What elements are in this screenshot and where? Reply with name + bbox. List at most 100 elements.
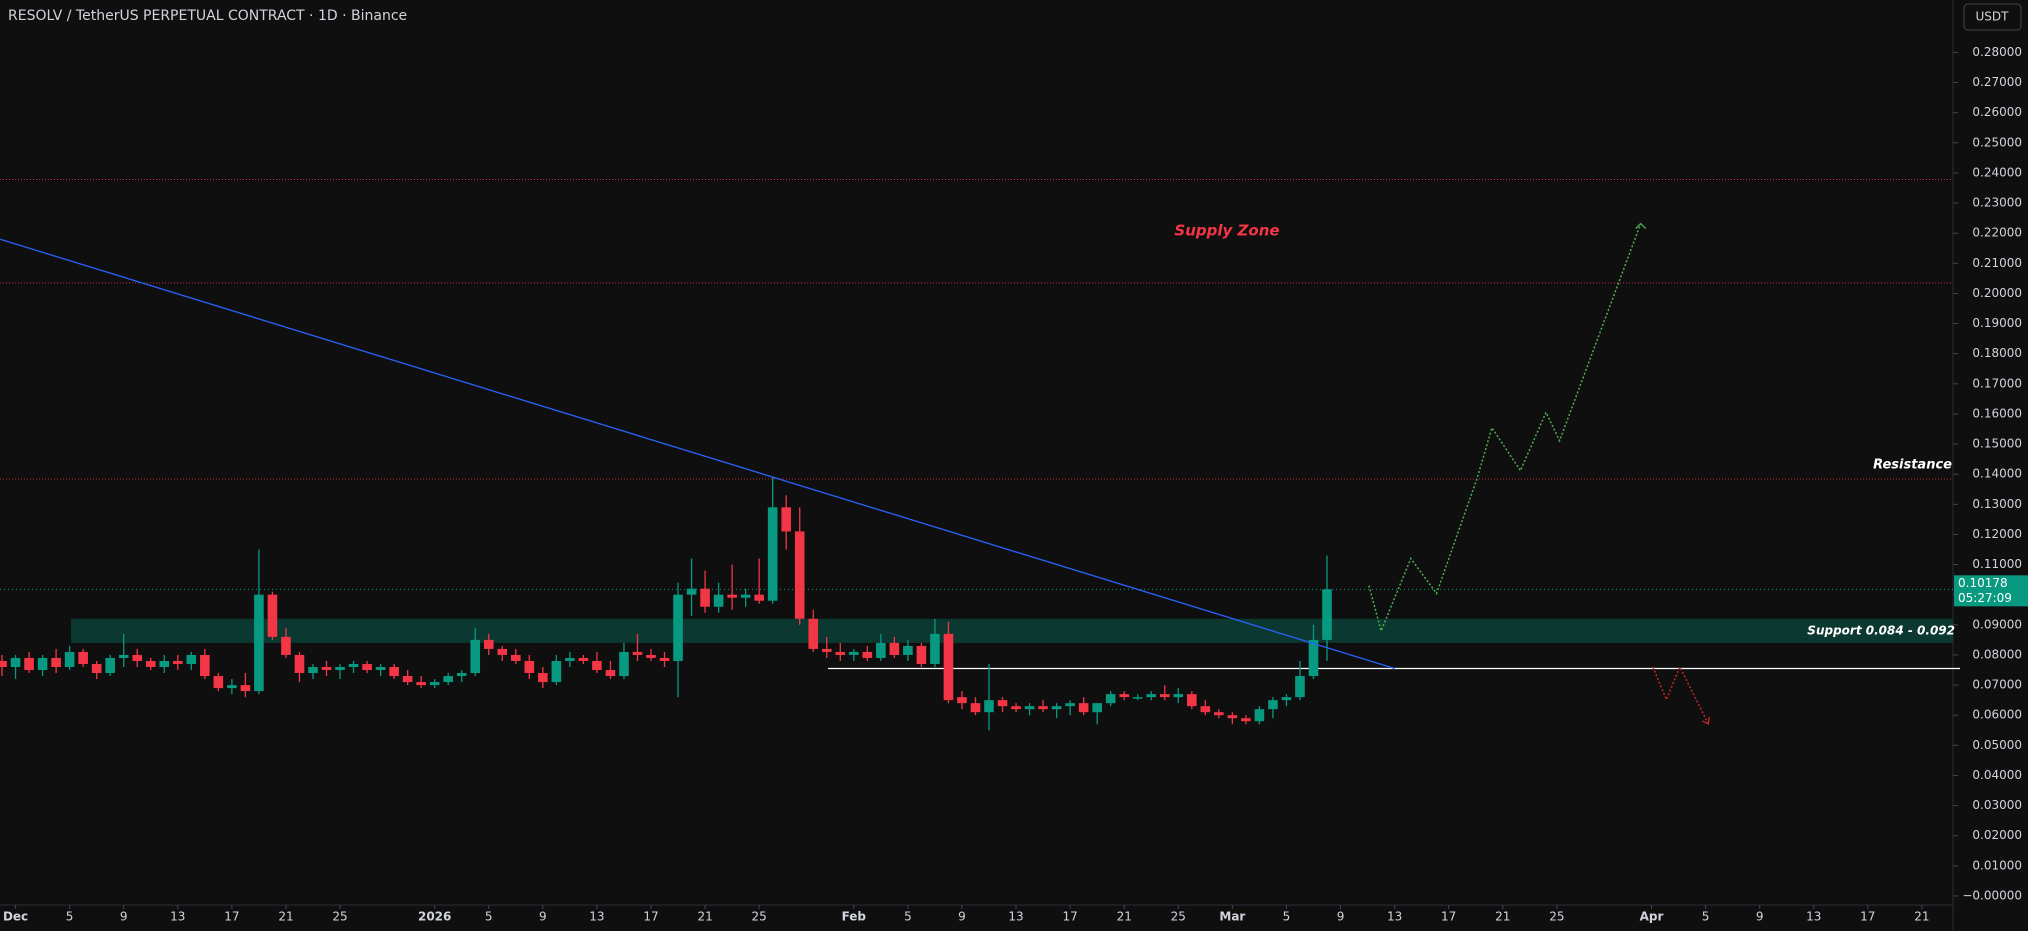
candle-body xyxy=(510,654,521,661)
currency-label[interactable]: USDT xyxy=(1976,10,2010,24)
price-label-box xyxy=(1954,575,2028,607)
candle-body xyxy=(159,660,170,668)
countdown: 05:27:09 xyxy=(1958,591,2012,605)
candle-body xyxy=(416,682,426,686)
candle-body xyxy=(754,594,764,601)
candle-body xyxy=(646,654,656,658)
candle-body xyxy=(429,682,440,686)
candle-body xyxy=(1173,694,1184,698)
candle-body xyxy=(1065,703,1075,707)
y-tick-label: 0.24000 xyxy=(1972,165,2022,179)
candle-body xyxy=(254,594,264,692)
candle-body xyxy=(538,673,548,683)
y-tick-label: 0.05000 xyxy=(1972,738,2022,752)
x-tick-label: 25 xyxy=(752,910,767,924)
candle-body xyxy=(781,507,792,532)
y-tick-label: 0.28000 xyxy=(1972,45,2022,59)
bear-projection xyxy=(1652,665,1709,725)
candle-body xyxy=(172,660,183,664)
support-zone xyxy=(70,618,1953,643)
y-tick-label: 0.03000 xyxy=(1972,798,2022,812)
candle-body xyxy=(443,676,453,683)
x-tick-label: 17 xyxy=(643,910,658,924)
y-tick-label: 0.21000 xyxy=(1972,256,2022,270)
candle-body xyxy=(943,633,954,701)
bear-arrowhead xyxy=(1701,716,1710,725)
candle-body xyxy=(1227,715,1238,719)
candle-body xyxy=(200,654,210,677)
y-tick-label: 0.02000 xyxy=(1972,828,2022,842)
x-tick-label: 21 xyxy=(1914,910,1929,924)
y-tick-label: 0.16000 xyxy=(1972,406,2022,420)
x-tick-label: 5 xyxy=(1702,910,1710,924)
x-tick-label: 25 xyxy=(1171,910,1186,924)
support-label: Support 0.084 - 0.092 xyxy=(1807,623,1955,637)
x-tick-label: 25 xyxy=(332,910,347,924)
chart-title: RESOLV / TetherUS PERPETUAL CONTRACT · 1… xyxy=(8,8,407,24)
bull-projection xyxy=(1368,223,1642,634)
candle-body xyxy=(1132,697,1143,699)
candle-body xyxy=(1119,694,1130,698)
candle-body xyxy=(605,670,616,677)
candle-body xyxy=(78,651,88,664)
y-tick-label: 0.26000 xyxy=(1972,105,2022,119)
x-tick-label: 9 xyxy=(1337,910,1345,924)
candle-body xyxy=(565,657,575,661)
y-tick-label: 0.06000 xyxy=(1972,708,2022,722)
trendline xyxy=(0,238,1395,670)
candle-body xyxy=(105,657,115,674)
x-tick-label: 13 xyxy=(589,910,604,924)
candle-body xyxy=(227,685,237,689)
x-tick-label: 13 xyxy=(1008,910,1023,924)
price-label: 0.10178 xyxy=(1958,576,2008,590)
y-tick-label: 0.20000 xyxy=(1972,286,2022,300)
candle-body xyxy=(64,651,75,668)
y-tick-label: −0.00000 xyxy=(1962,888,2022,902)
candle-body xyxy=(930,633,940,664)
x-tick-label: Dec xyxy=(3,910,28,924)
y-tick-label: 0.07000 xyxy=(1972,678,2022,692)
y-tick-label: 0.15000 xyxy=(1972,437,2022,451)
candle-body xyxy=(91,663,102,674)
candle-body xyxy=(470,639,481,674)
candle-body xyxy=(1051,706,1062,710)
y-tick-label: 0.18000 xyxy=(1972,346,2022,360)
y-tick-label: 0.09000 xyxy=(1972,617,2022,631)
candle-body xyxy=(348,663,359,668)
x-tick-label: 13 xyxy=(1387,910,1402,924)
candle-body xyxy=(497,648,508,655)
candle-body xyxy=(321,667,332,671)
candle-body xyxy=(957,697,967,704)
supply-zone-label: Supply Zone xyxy=(1174,222,1279,240)
currency-box[interactable] xyxy=(1963,3,2022,31)
y-tick-label: 0.04000 xyxy=(1972,768,2022,782)
x-tick-label: Apr xyxy=(1640,910,1664,924)
x-tick-label: 5 xyxy=(904,910,912,924)
x-tick-label: Feb xyxy=(842,910,867,924)
candle-body xyxy=(186,654,197,664)
candle-body xyxy=(24,657,34,671)
candle-body xyxy=(903,645,913,655)
candle-body xyxy=(700,588,710,607)
candle-body xyxy=(1078,703,1089,713)
candle-body xyxy=(362,663,372,671)
candle-body xyxy=(808,618,819,649)
candle-body xyxy=(308,667,318,674)
y-tick-label: 0.14000 xyxy=(1972,467,2022,481)
candle-body xyxy=(1159,694,1170,698)
candle-body xyxy=(876,642,886,658)
candle-body xyxy=(1322,589,1332,640)
candle-body xyxy=(1024,706,1035,710)
x-tick-label: 9 xyxy=(958,910,966,924)
candle-body xyxy=(713,594,724,607)
candle-body xyxy=(10,657,21,668)
candle-body xyxy=(821,648,832,652)
candle-body xyxy=(686,588,697,595)
candle-body xyxy=(51,657,61,668)
candle-body xyxy=(1011,706,1021,710)
y-tick-label: 0.17000 xyxy=(1972,376,2022,390)
x-tick-label: 13 xyxy=(170,910,185,924)
candle-body xyxy=(483,639,494,649)
y-tick-label: 0.27000 xyxy=(1972,75,2022,89)
